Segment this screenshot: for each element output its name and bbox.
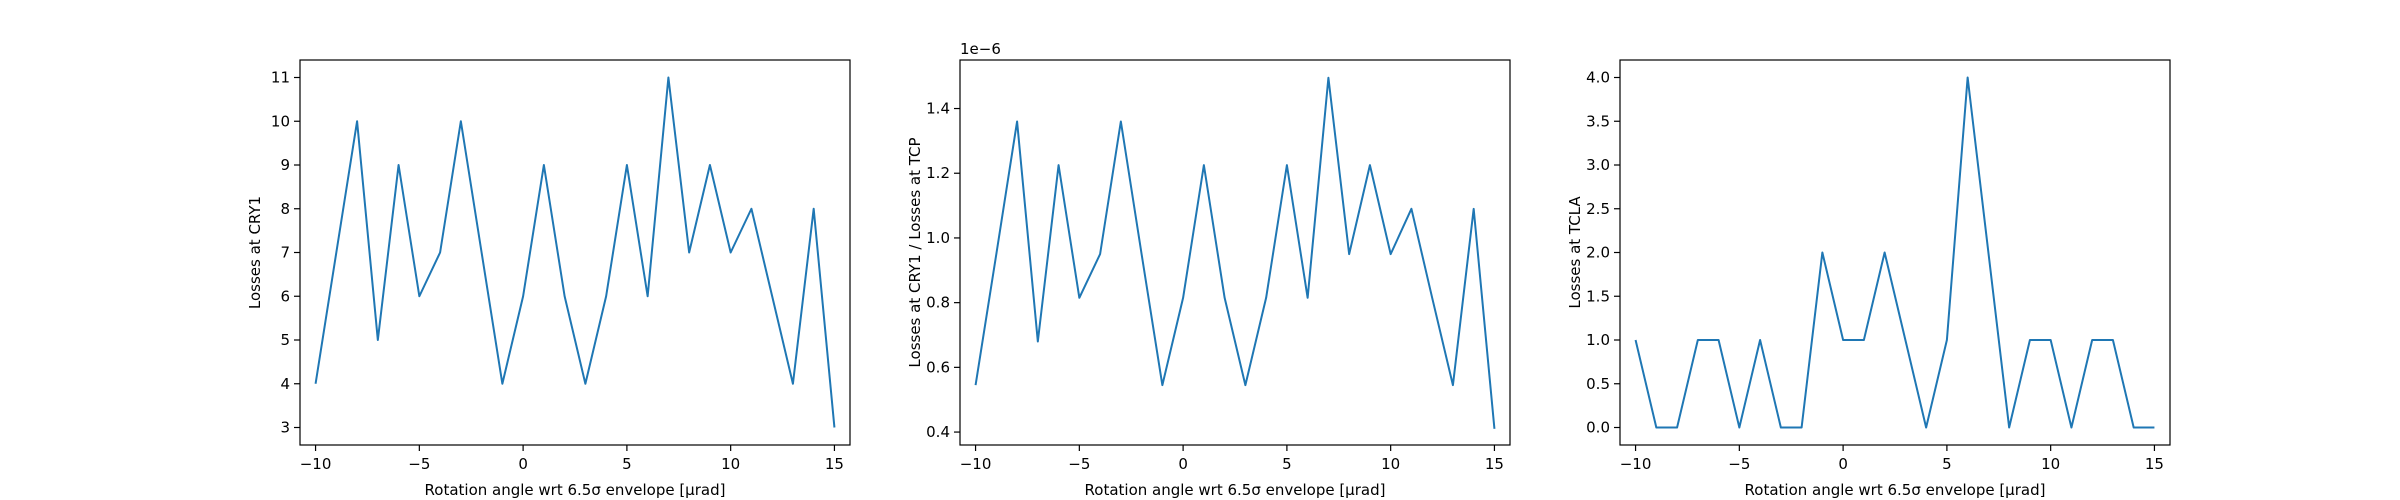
x-tick-label: 5 — [1282, 455, 1292, 473]
series-line — [314, 76, 836, 428]
x-tick-label: −5 — [1068, 455, 1090, 473]
x-tick-label: 5 — [622, 455, 632, 473]
y-tick-label: 3 — [280, 419, 290, 437]
y-axis-label: Losses at TCLA — [1566, 196, 1584, 309]
x-axis-label: Rotation angle wrt 6.5σ envelope [μrad] — [425, 481, 726, 499]
axes-frame — [1619, 59, 2171, 446]
y-offset-text: 1e−6 — [960, 40, 1001, 58]
x-tick-label: 10 — [2041, 455, 2060, 473]
x-tick-label: 0 — [1178, 455, 1188, 473]
series-line — [974, 76, 1496, 429]
y-tick-label: 3.0 — [1586, 156, 1610, 174]
y-tick-label: 6 — [280, 287, 290, 305]
y-tick-label: 5 — [280, 331, 290, 349]
y-tick-label: 4.0 — [1586, 69, 1610, 87]
axes-frame — [959, 59, 1511, 446]
x-axis-label: Rotation angle wrt 6.5σ envelope [μrad] — [1745, 481, 2046, 499]
x-tick-label: 0 — [518, 455, 528, 473]
y-axis-label: Losses at CRY1 / Losses at TCP — [906, 137, 924, 367]
x-tick-label: 10 — [721, 455, 740, 473]
subplot-1: −10 −5 0 5 10 15 3 4 5 6 7 8 9 10 11 Rotation angle wrt… — [246, 59, 851, 499]
y-tick-label: 9 — [280, 156, 290, 174]
y-tick-label: 0.5 — [1586, 375, 1610, 393]
y-tick-label: 1.0 — [1586, 331, 1610, 349]
y-axis-label: Losses at CRY1 — [246, 196, 264, 309]
y-tick-label: 11 — [271, 69, 290, 87]
y-tick-label: 7 — [280, 244, 290, 262]
x-tick-label: 15 — [825, 455, 844, 473]
y-tick-label: 0.8 — [926, 294, 950, 312]
x-tick-label: 5 — [1942, 455, 1952, 473]
y-tick-label: 10 — [271, 112, 290, 130]
y-tick-label: 4 — [280, 375, 290, 393]
subplot-2: −10 −5 0 5 10 15 0.4 0.6 0.8 1.0 1.2 1.4 Rotation an… — [906, 40, 1511, 499]
x-tick-label: 15 — [2145, 455, 2164, 473]
series-line — [1634, 76, 2155, 429]
axes-frame — [299, 59, 851, 446]
y-tick-label: 0.6 — [926, 358, 950, 376]
y-tick-label: 1.0 — [926, 229, 950, 247]
x-tick-label: −10 — [300, 455, 332, 473]
subplot-3: −10 −5 0 5 10 15 0.0 0.5 1.0 1.5 2.0 2.5 3.0 3.5 4.0 Ro… — [1566, 59, 2171, 499]
x-axis-label: Rotation angle wrt 6.5σ envelope [μrad] — [1085, 481, 1386, 499]
x-tick-label: 10 — [1381, 455, 1400, 473]
x-tick-label: −5 — [408, 455, 430, 473]
x-tick-label: 15 — [1485, 455, 1504, 473]
x-tick-label: −10 — [1620, 455, 1652, 473]
y-tick-label: 1.5 — [1586, 287, 1610, 305]
y-tick-label: 1.4 — [926, 100, 950, 118]
y-tick-label: 8 — [280, 200, 290, 218]
y-tick-label: 1.2 — [926, 164, 950, 182]
y-tick-label: 0.4 — [926, 423, 950, 441]
y-tick-label: 0.0 — [1586, 419, 1610, 437]
x-tick-label: −10 — [960, 455, 992, 473]
x-tick-label: −5 — [1728, 455, 1750, 473]
x-tick-label: 0 — [1838, 455, 1848, 473]
y-tick-label: 3.5 — [1586, 112, 1610, 130]
y-tick-label: 2.5 — [1586, 200, 1610, 218]
y-tick-label: 2.0 — [1586, 244, 1610, 262]
